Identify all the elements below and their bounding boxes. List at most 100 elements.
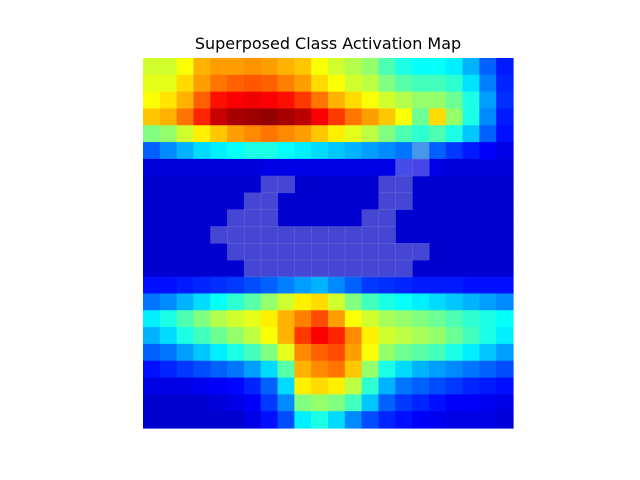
heatmap-cell [294, 411, 312, 429]
heatmap-cell [210, 243, 228, 261]
heatmap-cell [243, 58, 262, 76]
heatmap-cell [412, 58, 430, 76]
heatmap-cell [227, 293, 245, 311]
heatmap-cell [344, 394, 363, 412]
heatmap-cell [445, 108, 464, 126]
chart-title: Superposed Class Activation Map [195, 34, 461, 53]
heatmap-cell [462, 91, 480, 110]
heatmap-cell [311, 360, 329, 379]
heatmap-cell [243, 310, 262, 328]
heatmap-cell [277, 310, 295, 328]
heatmap-cell [159, 343, 178, 362]
heatmap-cell [412, 377, 430, 395]
heatmap-cell [479, 192, 497, 210]
heatmap-cell [311, 58, 329, 76]
heatmap-cell [159, 175, 178, 194]
heatmap-cell [210, 360, 228, 379]
heatmap-cell [496, 58, 514, 76]
heatmap-cell [445, 360, 464, 379]
heatmap-cell [260, 58, 279, 76]
heatmap-cell [143, 243, 161, 261]
heatmap-cell [176, 327, 195, 345]
heatmap-cell [243, 125, 262, 143]
heatmap-cell [479, 209, 497, 227]
heatmap-cell [243, 411, 262, 429]
heatmap-cell [395, 394, 413, 412]
heatmap-cell [361, 74, 380, 93]
heatmap-cell [496, 91, 514, 110]
heatmap-cell [159, 142, 178, 160]
heatmap-cell [260, 394, 279, 412]
heatmap-cell [395, 226, 413, 244]
heatmap-cell [344, 276, 363, 295]
heatmap-cell [378, 108, 396, 126]
heatmap-cell [227, 175, 245, 194]
heatmap-cell [243, 276, 262, 295]
heatmap-cell [344, 125, 363, 143]
heatmap-cell [378, 158, 396, 177]
heatmap-cell [159, 192, 178, 210]
heatmap-cell [277, 74, 295, 93]
heatmap-cell [277, 327, 295, 345]
heatmap-cell [294, 91, 312, 110]
heatmap-cell [176, 192, 195, 210]
heatmap-cell [445, 192, 464, 210]
heatmap-cell [462, 276, 480, 295]
overlay-cell [227, 226, 245, 244]
heatmap-cell [496, 394, 514, 412]
heatmap-cell [277, 411, 295, 429]
heatmap-cell [412, 276, 430, 295]
heatmap-cell [176, 377, 195, 395]
overlay-cell [395, 259, 413, 278]
heatmap-cell [294, 293, 312, 311]
overlay-cell [277, 259, 295, 278]
heatmap-cell [361, 293, 380, 311]
overlay-cell [395, 175, 413, 194]
heatmap-cell [260, 360, 279, 379]
heatmap-cell [143, 192, 161, 210]
heatmap-cell [496, 108, 514, 126]
heatmap-cell [159, 209, 178, 227]
heatmap-cell [361, 91, 380, 110]
heatmap-cell [412, 175, 430, 194]
heatmap-cell [143, 175, 161, 194]
overlay-cell [378, 259, 396, 278]
heatmap-cell [193, 360, 211, 379]
heatmap-cell [462, 108, 480, 126]
heatmap-cell [361, 276, 380, 295]
heatmap-cell [328, 74, 346, 93]
heatmap-cell [445, 125, 464, 143]
heatmap-cell [479, 243, 497, 261]
overlay-cell [361, 209, 380, 227]
heatmap-cell [428, 327, 447, 345]
heatmap-cell [462, 243, 480, 261]
heatmap-cell [479, 259, 497, 278]
heatmap-cell [143, 125, 161, 143]
heatmap-cell [176, 74, 195, 93]
heatmap-cell [294, 58, 312, 76]
heatmap-cell [479, 276, 497, 295]
heatmap-cell [412, 74, 430, 93]
heatmap-cell [277, 192, 295, 210]
heatmap-cell [176, 259, 195, 278]
heatmap-cell [445, 259, 464, 278]
heatmap-cell [361, 360, 380, 379]
heatmap-cell [210, 142, 228, 160]
heatmap-cell [210, 108, 228, 126]
heatmap-cell [496, 293, 514, 311]
overlay-cell [277, 243, 295, 261]
heatmap-cell [445, 343, 464, 362]
heatmap-cell [243, 377, 262, 395]
overlay-cell [294, 226, 312, 244]
heatmap-cell [311, 394, 329, 412]
heatmap-cell [445, 74, 464, 93]
heatmap-cell [176, 158, 195, 177]
overlay-cell [294, 259, 312, 278]
heatmap-cell [428, 91, 447, 110]
overlay-cell [361, 243, 380, 261]
overlay-cell [311, 243, 329, 261]
heatmap-cell [143, 276, 161, 295]
overlay-cell [294, 243, 312, 261]
heatmap-cell [378, 394, 396, 412]
heatmap-cell [445, 293, 464, 311]
